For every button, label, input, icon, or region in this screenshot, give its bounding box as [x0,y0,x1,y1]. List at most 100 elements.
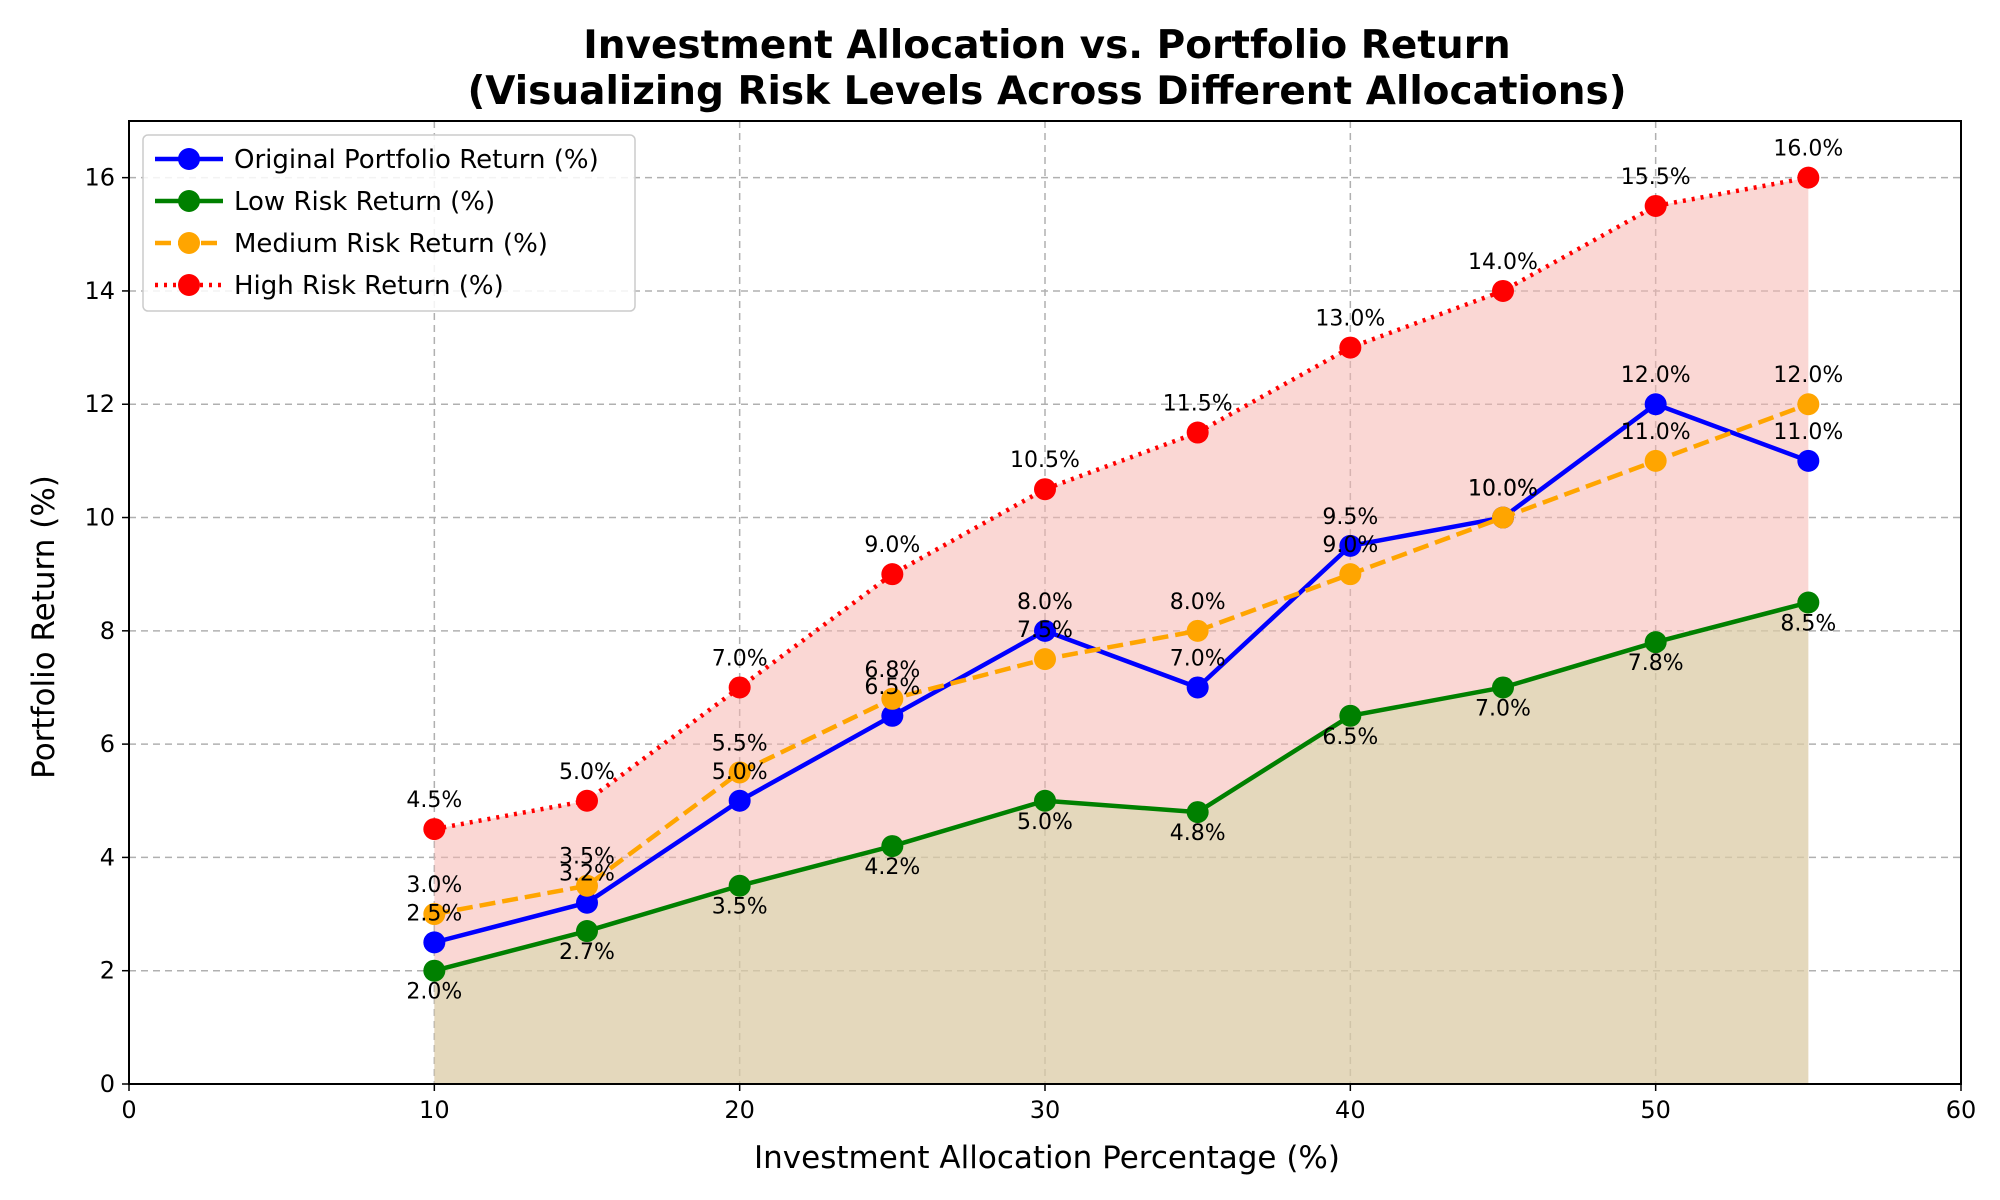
data-label: 9.0% [864,533,920,558]
data-label: 7.0% [1170,646,1226,671]
data-point [1644,393,1667,416]
y-tick-label: 4 [100,843,115,871]
x-tick-label: 10 [419,1096,450,1124]
data-point [1797,449,1820,472]
data-point [881,835,904,858]
data-label: 5.0% [559,760,615,785]
data-point [728,874,751,897]
data-label: 3.0% [406,873,462,898]
data-label: 3.5% [712,895,768,920]
x-axis-label: Investment Allocation Percentage (%) [754,1140,1340,1176]
y-tick-label: 6 [100,730,115,758]
data-label: 2.7% [559,940,615,965]
data-point [1339,336,1362,359]
data-label: 7.5% [1017,618,1073,643]
data-point [1339,563,1362,586]
data-label: 13.0% [1315,307,1385,332]
legend-marker [178,274,200,296]
data-point [1034,478,1056,501]
y-tick-label: 12 [84,390,115,418]
data-point [576,920,598,943]
data-label: 11.0% [1773,420,1843,445]
data-label: 6.5% [864,675,920,700]
legend-label: Low Risk Return (%) [234,187,495,217]
data-point [1797,166,1820,189]
data-point [1797,591,1820,614]
data-point [1492,506,1514,529]
data-label: 4.2% [864,855,920,880]
y-axis-label: Portfolio Return (%) [26,475,62,779]
data-label: 4.8% [1170,821,1226,846]
data-point [576,789,598,812]
chart-title-line1: Investment Allocation vs. Portfolio Retu… [583,23,1510,68]
data-label: 16.0% [1773,137,1843,162]
legend-label: Original Portfolio Return (%) [234,145,599,175]
data-label: 10.5% [1010,448,1080,473]
data-point [1034,648,1056,671]
legend-marker [178,148,200,170]
legend-marker [178,190,200,212]
data-point [881,563,904,586]
area-fill [434,602,1809,1084]
data-label: 9.0% [1322,533,1378,558]
data-label: 8.0% [1170,590,1226,615]
data-label: 11.0% [1621,420,1691,445]
y-tick-label: 0 [100,1070,115,1098]
data-label: 6.8% [864,658,920,683]
data-point [1034,789,1056,812]
series-line [433,401,1810,945]
x-tick-label: 30 [1030,1096,1061,1124]
data-label: 8.5% [1780,612,1836,637]
data-point [1339,534,1362,557]
data-label: 3.5% [559,845,615,870]
x-tick-label: 60 [1946,1096,1977,1124]
x-tick-label: 0 [121,1096,136,1124]
x-tick-label: 50 [1640,1096,1671,1124]
data-point [1186,421,1209,444]
data-point [576,874,598,897]
data-point [1186,619,1209,642]
legend: Original Portfolio Return (%) Low Risk Re… [142,134,636,312]
chart-title-line2: (Visualizing Risk Levels Across Differen… [467,69,1626,114]
data-label: 11.5% [1163,392,1233,417]
y-tick-label: 10 [84,504,115,532]
data-label: 9.5% [1322,505,1378,530]
data-label: 2.0% [406,980,462,1005]
data-label-layer: 2.5% 3.2% 5.0% 6.5% 8.0% 7.0% 9.5% 10.0% 12.0% 11… [406,137,1843,1005]
data-point [423,959,446,982]
data-label: 7.8% [1628,651,1684,676]
data-label: 4.5% [406,788,462,813]
data-point [881,687,904,710]
data-point [1797,393,1820,416]
data-point [1492,279,1514,302]
data-point [881,704,904,727]
data-point [1186,801,1209,824]
data-label: 10.0% [1468,477,1538,502]
data-label: 7.0% [712,646,768,671]
data-label: 5.0% [712,760,768,785]
data-point [728,676,751,699]
data-point [1644,194,1667,217]
x-tick-label: 40 [1335,1096,1366,1124]
data-label: 10.0% [1468,477,1538,502]
data-point [1644,449,1667,472]
tick-layer: 0 10 20 30 40 50 60 0 2 4 6 8 10 12 14 16 [84,164,1976,1124]
data-point [728,789,751,812]
data-label: 2.5% [406,901,462,926]
data-label: 5.5% [712,731,768,756]
data-label: 5.0% [1017,810,1073,835]
data-label: 7.0% [1475,696,1531,721]
data-point [1644,631,1667,654]
series-layer [423,166,1820,982]
data-label: 12.0% [1621,363,1691,388]
data-label: 3.2% [559,862,615,887]
legend-box [142,134,636,312]
data-point [423,818,446,841]
legend-marker [178,232,200,254]
data-point [1339,704,1362,727]
y-tick-label: 2 [100,957,115,985]
series-line [433,175,1809,832]
data-label: 8.0% [1017,590,1073,615]
